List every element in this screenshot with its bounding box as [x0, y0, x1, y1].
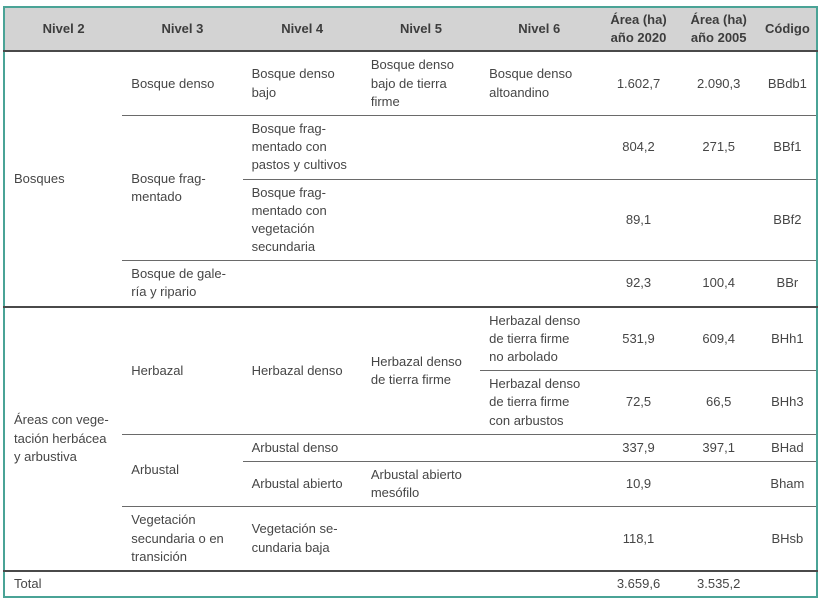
- cell-r5-nivel5: Herbazal denso de tierra firme: [361, 305, 481, 435]
- cell-r9-nivel4: Vegetación se- cundaria baja: [242, 506, 362, 571]
- group-cell-bosques: Bosques: [14, 170, 65, 186]
- cell-r5-nivel4: Herbazal denso: [242, 305, 362, 435]
- cell-r3-area2005: [678, 178, 759, 261]
- total-area2005: 3.535,2: [678, 569, 759, 598]
- table-body: Bosques Bosque denso Bosque denso bajo B…: [4, 51, 817, 571]
- header-area-2020: Área (ha) año 2020: [598, 7, 679, 53]
- cell-r9-area2005: [678, 506, 759, 571]
- cell-r7-codigo: BHad: [758, 433, 817, 462]
- cell-r8-nivel4: Arbustal abierto: [242, 460, 362, 507]
- header-row: Nivel 2 Nivel 3 Nivel 4 Nivel 5 Nivel 6 …: [4, 7, 817, 53]
- cell-r3-area2020: 89,1: [598, 178, 679, 261]
- cell-r9-codigo: BHsb: [758, 506, 817, 571]
- cell-r2-nivel4: Bosque frag- mentado con pastos y cultiv…: [242, 114, 362, 179]
- cell-r4-codigo: BBr: [758, 260, 817, 307]
- cell-r8-codigo: Bham: [758, 460, 817, 507]
- table-row: Vegetación secundaria o en transición Ve…: [4, 506, 817, 571]
- cell-r8-nivel5: Arbustal abierto mesófilo: [361, 460, 481, 507]
- cell-r3-empty: [361, 178, 599, 261]
- header-nivel5: Nivel 5: [361, 7, 481, 53]
- cell-r5-nivel3: Herbazal: [122, 305, 243, 435]
- table-row: Arbustal Arbustal denso 337,9 397,1 BHad: [4, 433, 817, 507]
- cell-r3-nivel4: Bosque frag- mentado con vegetación secu…: [242, 178, 362, 261]
- cell-r8-empty: [480, 460, 599, 507]
- cell-r1-nivel3: Bosque denso: [131, 75, 215, 91]
- table-row: Bosques Bosque denso Bosque denso bajo B…: [4, 51, 817, 186]
- total-row: Total 3.659,6 3.535,2: [4, 569, 817, 598]
- cell-r6-codigo: BHh3: [758, 370, 817, 435]
- header-nivel2: Nivel 2: [4, 7, 123, 53]
- cell-r1-area2020: 1.602,7: [616, 75, 661, 91]
- cell-r4-area2020: 92,3: [598, 260, 679, 307]
- cell-r4-nivel3: Bosque de gale- ría y ripario: [122, 260, 243, 307]
- cell-r7-area2020: 337,9: [598, 433, 679, 462]
- cell-r1-area2005: 2.090,3: [697, 75, 741, 91]
- cell-r5-nivel6: Herbazal denso de tierra firme no arbola…: [480, 305, 599, 371]
- header-nivel4: Nivel 4: [242, 7, 362, 53]
- cell-r1-nivel4: Bosque denso bajo: [251, 66, 335, 100]
- cell-r1-codigo: BBdb1: [767, 75, 807, 91]
- header-nivel6: Nivel 6: [480, 7, 599, 53]
- cell-r9-area2020: 118,1: [598, 506, 679, 571]
- cell-r1-nivel5: Bosque denso bajo de tierra firme: [370, 57, 454, 109]
- table-header: Nivel 2 Nivel 3 Nivel 4 Nivel 5 Nivel 6 …: [4, 7, 817, 53]
- group-cell-areas: Áreas con vege- tación herbácea y arbust…: [4, 305, 123, 571]
- cell-r2-nivel3: Bosque frag- mentado: [122, 114, 243, 261]
- cell-r2-area2005: 271,5: [678, 114, 759, 179]
- header-codigo: Código: [758, 7, 817, 53]
- total-area2020: 3.659,6: [598, 569, 679, 598]
- cell-r9-empty: [361, 506, 599, 571]
- table-row: Bosque frag- mentado Bosque frag- mentad…: [4, 114, 817, 261]
- header-nivel3: Nivel 3: [122, 7, 243, 53]
- cell-r4-empty: [242, 260, 599, 307]
- cell-r2-codigo: BBf1: [758, 114, 817, 179]
- cell-r9-nivel3: Vegetación secundaria o en transición: [122, 506, 243, 571]
- cell-r7-area2005: 397,1: [678, 433, 759, 462]
- cell-r7-nivel4: Arbustal denso: [242, 433, 599, 462]
- table-row: Arbustal abierto Arbustal abierto mesófi…: [4, 460, 817, 507]
- cell-r5-area2005: 609,4: [678, 305, 759, 371]
- cell-r7-nivel3: Arbustal: [122, 433, 243, 507]
- cell-r8-area2020: 10,9: [598, 460, 679, 507]
- cell-r6-area2005: 66,5: [678, 370, 759, 435]
- table-row: Bosque frag- mentado con vegetación secu…: [4, 178, 817, 261]
- table-row: Áreas con vege- tación herbácea y arbust…: [4, 305, 817, 571]
- cell-r8-area2005: [678, 460, 759, 507]
- cell-r2-area2020: 804,2: [598, 114, 679, 179]
- cell-r6-area2020: 72,5: [598, 370, 679, 435]
- cell-r3-codigo: BBf2: [758, 178, 817, 261]
- cell-r6-nivel6: Herbazal denso de tierra firme con arbus…: [480, 370, 599, 435]
- cell-r5-codigo: BHh1: [758, 305, 817, 371]
- header-area-2005: Área (ha) año 2005: [678, 7, 759, 53]
- table-footer: Total 3.659,6 3.535,2: [4, 569, 817, 598]
- table-row: Herbazal denso de tierra firme con arbus…: [4, 370, 817, 435]
- cell-r2-empty: [361, 114, 599, 179]
- cell-r4-area2005: 100,4: [678, 260, 759, 307]
- land-cover-table: Nivel 2 Nivel 3 Nivel 4 Nivel 5 Nivel 6 …: [3, 6, 818, 599]
- cell-r5-area2020: 531,9: [598, 305, 679, 371]
- table-row: Bosque de gale- ría y ripario 92,3 100,4…: [4, 260, 817, 307]
- cell-r1-nivel6: Bosque denso altoandino: [489, 66, 573, 100]
- total-label: Total: [4, 569, 599, 598]
- total-empty-codigo: [758, 569, 817, 598]
